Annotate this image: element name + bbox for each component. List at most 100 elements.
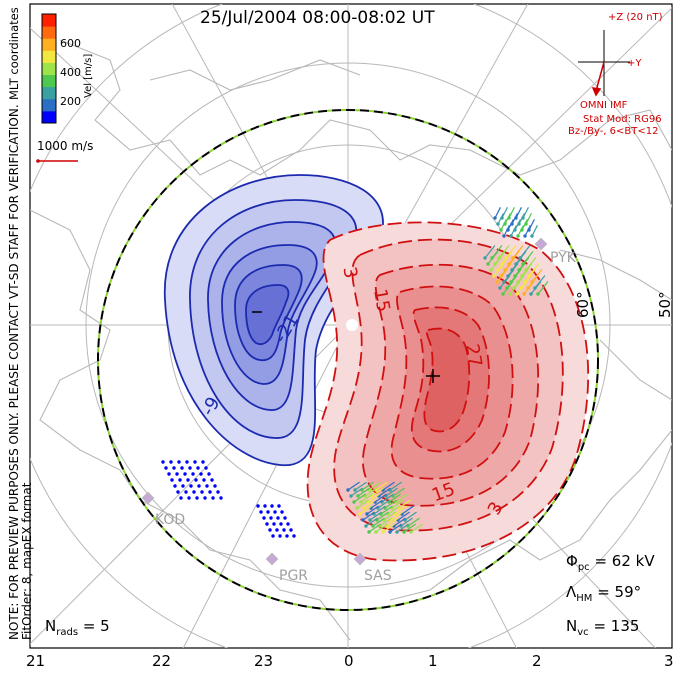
pgr-cluster-point	[265, 522, 269, 526]
pyk-cluster-north-vector	[504, 213, 511, 225]
kod-cluster-point	[211, 496, 215, 500]
kod-cluster-point	[175, 472, 179, 476]
sas-cluster-vector	[395, 493, 408, 503]
kod-cluster-point	[164, 466, 168, 470]
pgr-cluster-point	[277, 504, 281, 508]
pyk-cluster-north-vector	[528, 219, 535, 231]
colorbar-frame	[41, 13, 57, 124]
pgr-cluster-point	[275, 528, 279, 532]
sas-cluster-vector	[381, 493, 394, 503]
kod-cluster-point	[213, 484, 217, 488]
sas-cluster-vector	[394, 505, 407, 515]
cross-polar-potential: Φpc = 62 kV	[566, 552, 655, 573]
pgr-cluster-point	[271, 534, 275, 538]
sas-cluster-vector	[372, 517, 385, 527]
radar-label-kod: KOD	[155, 512, 186, 528]
sas-cluster-vector	[392, 487, 405, 497]
pyk-cluster-vector	[516, 281, 528, 295]
kod-cluster-point	[172, 466, 176, 470]
sas-cluster-vector	[376, 511, 389, 521]
sas-cluster-vector	[384, 499, 397, 509]
pyk-cluster-north-vector	[524, 225, 531, 237]
kod-cluster-point	[185, 460, 189, 464]
pyk-cluster-north-vector	[531, 225, 538, 237]
sas-cluster-vector	[370, 499, 383, 509]
sas-cluster-vector	[378, 487, 391, 497]
pgr-cluster-point	[256, 504, 260, 508]
colorbar-tick-400: 400	[60, 66, 81, 79]
sas-cluster-vector	[391, 499, 404, 509]
kod-cluster-point	[203, 496, 207, 500]
hm-latitude: ΛHM = 59°	[566, 583, 642, 604]
pyk-cluster-vector	[509, 281, 521, 295]
pyk-cluster-vector	[487, 251, 499, 265]
sas-cluster-vector	[393, 517, 406, 527]
kod-cluster-point	[188, 466, 192, 470]
pyk-cluster-vector	[530, 281, 542, 295]
radar-label-sas: SAS	[364, 568, 392, 584]
velocity-vectors	[161, 207, 549, 538]
latitude-label-60: 60°	[574, 291, 592, 318]
sas-cluster-vector	[396, 523, 409, 533]
kod-cluster-point	[167, 472, 171, 476]
colorbar-segment	[42, 98, 56, 112]
mlt-tick-23: 23	[254, 652, 274, 670]
colorbar-segment	[42, 26, 56, 39]
pyk-cluster-north-vector	[521, 219, 528, 231]
pyk-cluster-north-vector	[511, 213, 518, 225]
sas-cluster-vector	[347, 481, 360, 491]
pgr-cluster-point	[280, 510, 284, 514]
pgr-cluster-point	[276, 516, 280, 520]
sas-cluster-vector	[387, 505, 400, 515]
preview-note: NOTE: FOR PREVIEW PURPOSES ONLY. PLEASE …	[7, 104, 21, 640]
sas-cluster-vector	[366, 505, 379, 515]
pgr-cluster-point	[266, 510, 270, 514]
sas-cluster-vector	[382, 481, 395, 491]
sas-cluster-vector	[380, 505, 393, 515]
kod-cluster-point	[207, 472, 211, 476]
mlt-tick-2: 2	[532, 652, 542, 670]
colorbar-label: Vel [m/s]	[83, 53, 94, 98]
pyk-cluster-north-vector	[514, 219, 521, 231]
sas-cluster-vector	[363, 499, 376, 509]
imf-vector	[591, 61, 605, 97]
colorbar-segment	[42, 86, 56, 100]
kod-cluster-point	[202, 478, 206, 482]
kod-cluster-point	[176, 490, 180, 494]
kod-cluster-point	[201, 460, 205, 464]
kod-cluster-point	[177, 460, 181, 464]
kod-cluster-point	[179, 496, 183, 500]
pgr-cluster-point	[289, 528, 293, 532]
kod-cluster-point	[187, 496, 191, 500]
pgr-cluster-point	[286, 522, 290, 526]
imf-model: Stat Mod: RG96	[583, 114, 662, 125]
sas-cluster-vector	[401, 505, 414, 515]
kod-cluster-point	[208, 490, 212, 494]
sas-cluster-vector	[374, 493, 387, 503]
colorbar-tick-200: 200	[60, 95, 81, 108]
pgr-cluster-point	[272, 522, 276, 526]
colorbar-segment	[42, 38, 56, 51]
vector-scale-label: 1000 m/s	[37, 139, 94, 153]
sas-cluster-vector	[350, 487, 363, 497]
sas-cluster-vector	[354, 481, 367, 491]
pyk-cluster-north-vector	[525, 213, 532, 225]
sas-cluster-vector	[361, 481, 374, 491]
colorbar-segment	[42, 14, 56, 27]
radar-marker-pgr	[265, 552, 279, 566]
pgr-cluster-point	[270, 504, 274, 508]
kod-cluster-point	[200, 490, 204, 494]
kod-cluster-point	[169, 460, 173, 464]
vector-count: Nvc = 135	[566, 617, 640, 638]
pyk-cluster-north-vector	[522, 207, 529, 219]
kod-cluster-point	[192, 490, 196, 494]
pyk-cluster-north-vector	[494, 207, 501, 219]
kod-cluster-point	[197, 484, 201, 488]
potential-max-marker	[426, 369, 440, 383]
map-title: 25/Jul/2004 08:00-08:02 UT	[200, 8, 435, 28]
pyk-cluster-vector	[490, 257, 502, 271]
pyk-cluster-vector	[502, 281, 514, 295]
kod-cluster-point	[204, 466, 208, 470]
pyk-cluster-north-vector	[510, 225, 517, 237]
